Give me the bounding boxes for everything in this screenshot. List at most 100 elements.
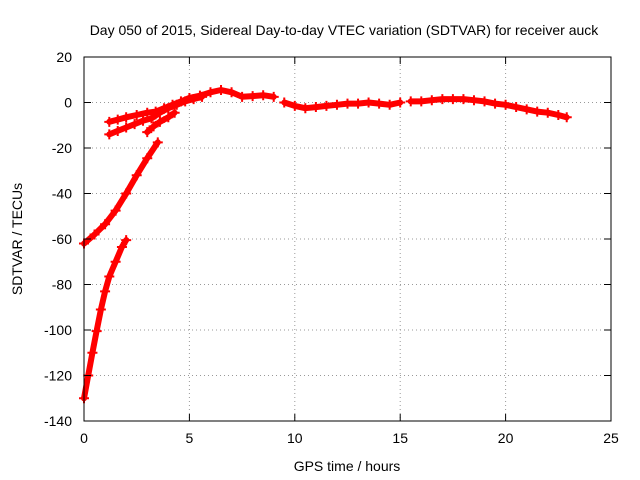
point-main-track-17: [268, 91, 279, 102]
y-tick-label-7: 0: [64, 95, 72, 111]
point-track-continuation-3: [310, 102, 321, 113]
point-track-late-11: [521, 104, 532, 115]
x-tick-label-1: 5: [186, 430, 194, 446]
point-track-late-7: [479, 96, 490, 107]
point-main-track-16: [258, 90, 269, 101]
point-main-track-12: [216, 84, 227, 95]
point-track-late-15: [561, 112, 572, 123]
point-main-track-lower-8: [171, 99, 182, 110]
tick-layer: 0 5 10 15 20 25 -140 -120 -100 -80 -60 -40 -20 0 20: [44, 49, 619, 446]
y-tick-label-2: -100: [44, 322, 72, 338]
y-tick-label-1: -120: [44, 368, 72, 384]
point-main-track-1: [112, 114, 123, 125]
point-main-track-lower-6: [154, 107, 165, 118]
point-rising-arc-2-3: [91, 326, 102, 337]
point-main-track-lower-2: [121, 122, 132, 133]
point-main-track-15: [247, 91, 258, 102]
point-short-arc-3: [163, 112, 174, 123]
point-main-track-lower-10: [188, 94, 199, 105]
point-rising-arc-1-4: [121, 188, 132, 199]
point-main-track-lower-5: [146, 113, 157, 124]
point-track-continuation-5: [331, 99, 342, 110]
point-rising-arc-1-2: [100, 219, 111, 230]
point-main-track-lower-11: [197, 91, 208, 102]
point-track-late-5: [458, 94, 469, 105]
point-main-track-0: [104, 116, 115, 127]
point-main-track-14: [237, 91, 248, 102]
point-main-track-3: [131, 110, 142, 121]
series-short-arc: [142, 107, 180, 138]
grid-layer: [84, 57, 611, 421]
point-track-continuation-6: [342, 98, 353, 109]
series-track-late: [405, 94, 572, 123]
x-tick-label-5: 25: [603, 430, 619, 446]
x-tick-label-0: 0: [80, 430, 88, 446]
point-track-late-10: [511, 102, 522, 113]
y-tick-label-3: -80: [52, 277, 72, 293]
point-rising-arc-2-7: [110, 256, 121, 267]
point-track-late-13: [542, 107, 553, 118]
point-main-track-13: [226, 87, 237, 98]
point-track-continuation-0: [279, 97, 290, 108]
point-track-late-9: [500, 99, 511, 110]
point-rising-arc-1-7: [152, 137, 163, 148]
point-rising-arc-2-6: [104, 271, 115, 282]
point-rising-arc-2-5: [100, 286, 111, 297]
series-rising-arc-1: [79, 137, 163, 249]
point-track-continuation-11: [395, 97, 406, 108]
point-main-track-lower-7: [163, 103, 174, 114]
y-tick-label-4: -60: [52, 231, 72, 247]
series-rising-arc-2: [79, 235, 132, 404]
point-rising-arc-1-5: [131, 170, 142, 181]
series-line-rising-arc-1: [81, 139, 161, 247]
point-main-track-lower-4: [138, 115, 149, 126]
point-track-late-8: [490, 98, 501, 109]
point-rising-arc-1-6: [142, 153, 153, 164]
point-rising-arc-2-8: [116, 241, 127, 252]
point-track-continuation-9: [374, 98, 385, 109]
y-tick-label-6: -20: [52, 140, 72, 156]
point-main-track-11: [205, 87, 216, 98]
point-track-late-14: [553, 110, 564, 121]
x-tick-label-2: 10: [287, 430, 303, 446]
chart-title: Day 050 of 2015, Sidereal Day-to-day VTE…: [90, 22, 600, 38]
series-track-continuation: [279, 97, 406, 114]
point-short-arc-4: [169, 107, 180, 118]
point-rising-arc-2-4: [95, 304, 106, 315]
point-track-late-6: [468, 95, 479, 106]
point-track-continuation-1: [289, 100, 300, 111]
y-tick-label-0: -140: [44, 413, 72, 429]
point-track-late-4: [447, 94, 458, 105]
series-line-main-track: [106, 87, 277, 125]
series-line-rising-arc-2: [81, 237, 130, 402]
point-rising-arc-2-2: [87, 347, 98, 358]
series-main-track: [104, 84, 279, 127]
point-main-track-lower-9: [180, 96, 191, 107]
point-main-track-lower-3: [129, 119, 140, 130]
point-track-late-12: [532, 106, 543, 117]
y-axis-label: SDTVAR / TECUs: [9, 183, 25, 295]
y-tick-label-8: 20: [56, 49, 72, 65]
point-main-track-lower-0: [104, 129, 115, 140]
data-layer: [79, 84, 572, 404]
point-main-track-4: [142, 107, 153, 118]
point-track-continuation-8: [363, 97, 374, 108]
point-main-track-lower-1: [112, 125, 123, 136]
point-track-continuation-10: [384, 99, 395, 110]
y-tick-label-5: -40: [52, 186, 72, 202]
point-track-continuation-4: [321, 100, 332, 111]
series-line-track-late: [407, 96, 570, 121]
series-main-track-lower: [104, 91, 208, 140]
point-short-arc-2: [154, 116, 165, 127]
x-tick-label-4: 20: [498, 430, 514, 446]
point-main-track-2: [121, 112, 132, 123]
point-rising-arc-1-3: [110, 205, 121, 216]
x-tick-label-3: 15: [392, 430, 408, 446]
point-track-late-3: [437, 94, 448, 105]
point-short-arc-0: [142, 127, 153, 138]
point-track-late-1: [416, 96, 427, 107]
point-track-late-2: [426, 95, 437, 106]
point-rising-arc-1-1: [89, 229, 100, 240]
